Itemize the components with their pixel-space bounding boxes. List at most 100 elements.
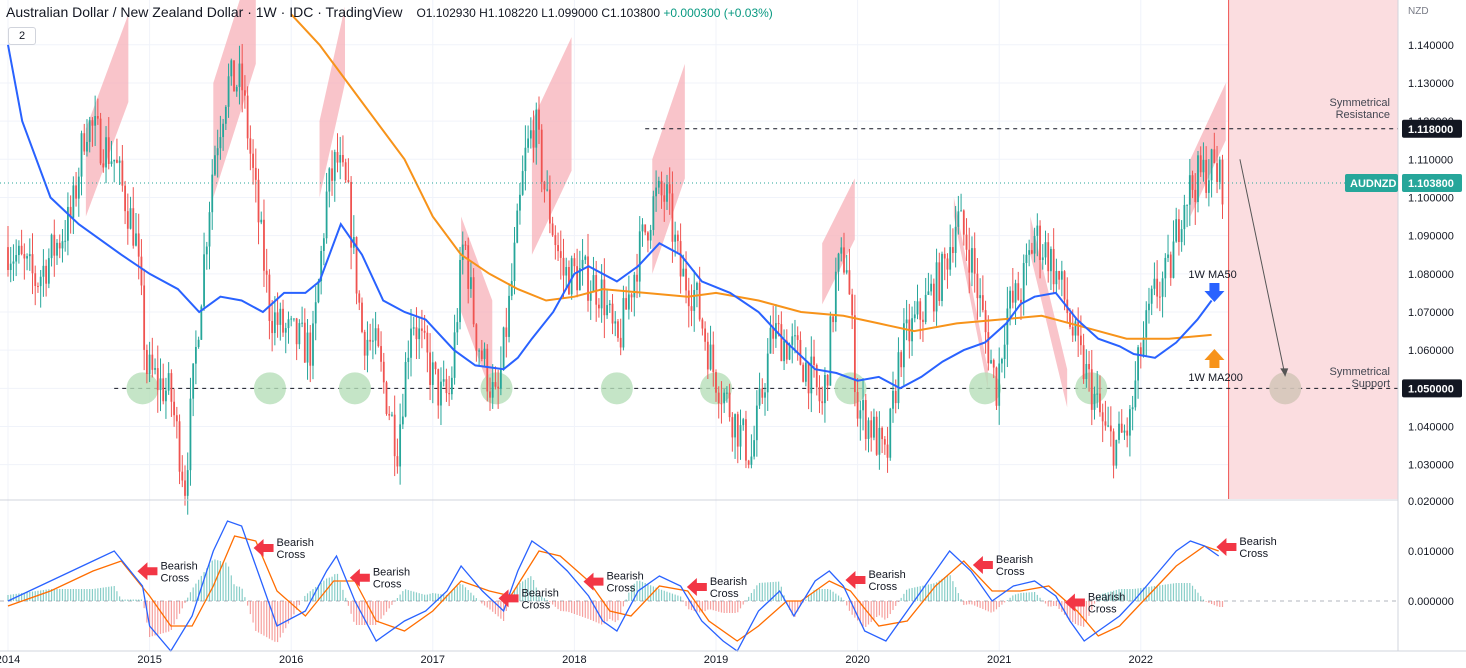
macd-histogram-bar (94, 588, 96, 601)
candle-body (1199, 155, 1202, 173)
macd-histogram-bar (530, 576, 532, 601)
candle-body (459, 259, 461, 323)
macd-histogram-bar (72, 589, 74, 601)
candle-body (873, 416, 875, 438)
macd-histogram-bar (1161, 584, 1164, 601)
highlight-zone (213, 0, 256, 198)
bearish-cross-text-1: Bearish (1239, 536, 1276, 548)
candle-body (845, 270, 848, 273)
candle-body (649, 229, 652, 241)
candle-body (636, 274, 638, 282)
candle-body (271, 320, 274, 334)
time-tick-label: 2017 (421, 654, 445, 666)
candle-body (9, 263, 12, 270)
macd-histogram-bar (1044, 601, 1047, 604)
candle-body (344, 162, 347, 181)
macd-histogram-bar (366, 601, 369, 625)
macd-histogram-bar (1072, 601, 1074, 623)
candle-body (181, 471, 184, 481)
macd-histogram-bar (276, 601, 279, 643)
macd-histogram-bar (1102, 593, 1104, 601)
candle-body (361, 302, 363, 332)
candle-body (322, 238, 325, 252)
macd-histogram-bar (429, 593, 431, 601)
macd-histogram-bar (260, 601, 262, 635)
candle-body (478, 350, 480, 352)
candle-body (472, 277, 475, 325)
macd-histogram-bar (1069, 601, 1071, 621)
macd-histogram-bar (922, 585, 924, 601)
candle-body (764, 392, 766, 398)
candle-body (829, 316, 832, 386)
candle-body (576, 266, 579, 291)
bearish-cross-text-2: Cross (710, 588, 739, 600)
ma200-line (290, 13, 1212, 340)
macd-histogram-bar (650, 585, 652, 601)
candle-body (611, 303, 614, 324)
macd-histogram-bar (1104, 593, 1106, 601)
macd-histogram-bar (1055, 601, 1057, 607)
highlight-zone (822, 178, 855, 305)
candle-body (821, 401, 824, 404)
macd-histogram-bar (1096, 597, 1098, 601)
candle-body (132, 208, 135, 246)
macd-histogram-bar (263, 601, 265, 636)
macd-histogram-bar (837, 595, 840, 601)
macd-histogram-bar (889, 601, 891, 615)
macd-histogram-bar (168, 601, 170, 632)
macd-histogram-bar (304, 595, 306, 601)
candle-body (587, 256, 589, 301)
macd-histogram-bar (1178, 583, 1180, 601)
candle-body (513, 242, 516, 282)
candle-body (1077, 321, 1080, 336)
candle-body (116, 159, 118, 163)
macd-histogram-bar (633, 583, 635, 601)
candle-body (668, 184, 671, 194)
macd-histogram-bar (64, 589, 66, 601)
candle-body (687, 290, 690, 307)
macd-histogram-bar (761, 582, 763, 601)
macd-histogram-bar (494, 601, 497, 615)
macd-histogram-bar (157, 601, 159, 635)
macd-histogram-bar (132, 599, 134, 601)
candle-body (554, 235, 557, 246)
support-label-line2: Support (1351, 378, 1390, 390)
candle-body (80, 133, 83, 177)
candle-body (497, 386, 500, 389)
candle-body (578, 268, 581, 291)
macd-histogram-bar (987, 601, 989, 612)
macd-histogram-bar (1170, 583, 1172, 601)
candle-body (442, 379, 445, 382)
macd-histogram-bar (900, 597, 902, 601)
macd-histogram-bar (75, 589, 77, 601)
candle-body (39, 276, 42, 287)
macd-histogram-bar (1050, 601, 1052, 607)
macd-histogram-bar (290, 601, 292, 619)
candle-body (244, 90, 246, 96)
candle-body (151, 354, 154, 370)
macd-histogram-bar (843, 600, 845, 601)
candle-body (546, 189, 549, 191)
macd-histogram-bar (1202, 599, 1205, 601)
macd-histogram-bar (739, 601, 742, 609)
candle-body (527, 138, 530, 148)
indicator-collapse-badge[interactable]: 2 (8, 27, 36, 45)
macd-histogram-bar (331, 576, 333, 601)
macd-histogram-bar (443, 594, 445, 601)
macd-histogram-bar (603, 601, 605, 624)
candle-body (1178, 219, 1180, 243)
candle-body (303, 322, 306, 363)
candle-body (856, 392, 859, 419)
candle-body (268, 274, 271, 321)
bearish-cross-arrow (845, 571, 866, 589)
macd-histogram-bar (660, 589, 663, 601)
candle-body (135, 233, 137, 246)
bearish-cross-text-2: Cross (1088, 604, 1117, 616)
macd-histogram-bar (641, 581, 644, 601)
candle-body (992, 360, 995, 368)
candle-body (1088, 363, 1090, 370)
macd-histogram-bar (1028, 592, 1030, 601)
candle-body (832, 316, 834, 323)
macd-histogram-bar (1172, 583, 1175, 601)
